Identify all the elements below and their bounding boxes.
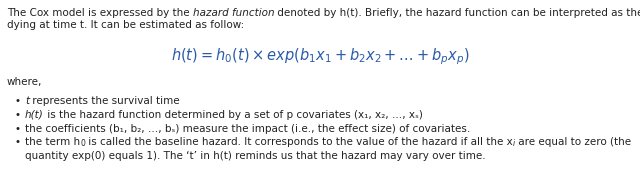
Text: •: • <box>15 96 21 106</box>
Text: •: • <box>15 137 21 147</box>
Text: the coefficients (b₁, b₂, …, bₛ) measure the impact (i.e., the effect size) of c: the coefficients (b₁, b₂, …, bₛ) measure… <box>25 124 470 134</box>
Text: is called the baseline hazard. It corresponds to the value of the hazard if all : is called the baseline hazard. It corres… <box>85 137 513 147</box>
Text: i: i <box>513 139 515 148</box>
Text: dying at time t. It can be estimated as follow:: dying at time t. It can be estimated as … <box>7 20 244 30</box>
Text: denoted by h(t). Briefly, the hazard function can be interpreted as the risk of: denoted by h(t). Briefly, the hazard fun… <box>275 8 640 18</box>
Text: is the hazard function determined by a set of p covariates (x₁, x₂, …, xₛ): is the hazard function determined by a s… <box>44 110 422 120</box>
Text: $h(t) = h_0(t) \times \mathit{exp}(b_1x_1 + b_2x_2+\ldots+b_px_p)$: $h(t) = h_0(t) \times \mathit{exp}(b_1x_… <box>171 47 469 67</box>
Text: are equal to zero (the: are equal to zero (the <box>515 137 631 147</box>
Text: hazard function: hazard function <box>193 8 275 18</box>
Text: 0: 0 <box>80 139 85 148</box>
Text: the term h: the term h <box>25 137 80 147</box>
Text: represents the survival time: represents the survival time <box>29 96 180 106</box>
Text: h(t): h(t) <box>25 110 44 120</box>
Text: •: • <box>15 110 21 120</box>
Text: •: • <box>15 124 21 134</box>
Text: t: t <box>25 96 29 106</box>
Text: The Cox model is expressed by the: The Cox model is expressed by the <box>7 8 193 18</box>
Text: quantity exp(0) equals 1). The ‘t’ in h(t) reminds us that the hazard may vary o: quantity exp(0) equals 1). The ‘t’ in h(… <box>25 151 486 161</box>
Text: where,: where, <box>7 77 42 87</box>
